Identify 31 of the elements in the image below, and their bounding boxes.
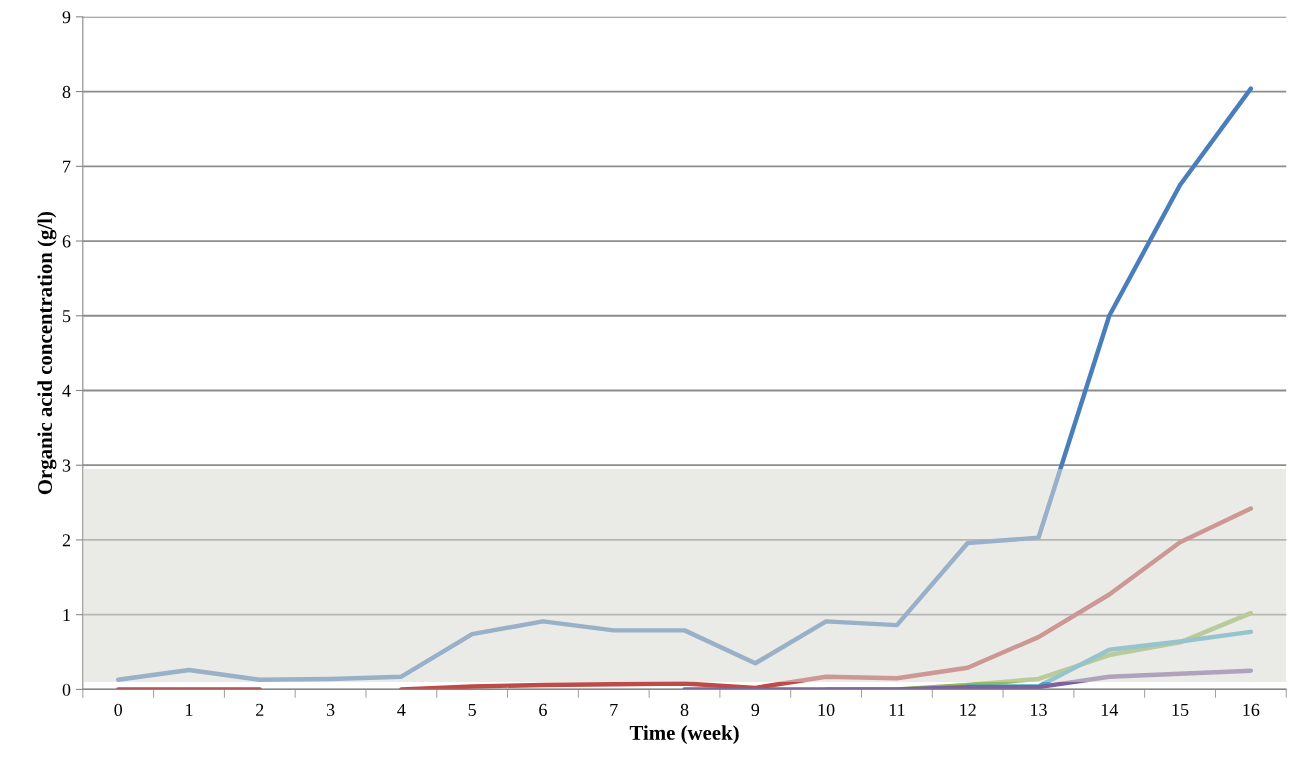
y-tick-label: 8	[62, 85, 71, 99]
x-tick-label: 15	[1172, 703, 1189, 716]
y-tick-label: 4	[62, 384, 71, 397]
x-tick-label: 13	[1031, 703, 1047, 716]
x-tick-label: 3	[326, 703, 335, 716]
x-tick-label: 16	[1243, 703, 1260, 716]
x-tick-label: 12	[960, 703, 976, 716]
x-tick-label: 0	[114, 703, 123, 716]
x-tick-label: 4	[397, 703, 406, 716]
y-tick-label: 2	[62, 534, 71, 547]
y-tick-label: 6	[62, 235, 71, 248]
y-axis-title: Organic acid concentration (g/l)	[37, 211, 57, 495]
x-tick-label: 1	[186, 703, 193, 716]
x-tick-label: 10	[818, 703, 835, 716]
x-tick-label: 9	[751, 703, 760, 716]
x-tick-label: 2	[256, 703, 264, 716]
line-series	[682, 668, 1254, 690]
y-tick-label: 1	[63, 609, 70, 621]
y-tick-label: 7	[63, 160, 71, 173]
x-tick-label: 11	[889, 703, 905, 716]
y-tick-label: 0	[62, 683, 71, 696]
y-tick-label: 9	[62, 11, 71, 24]
x-tick-label: 7	[610, 703, 618, 716]
x-tick-label: 6	[539, 703, 547, 716]
y-tick-label: 3	[62, 459, 71, 472]
y-tick-label: 5	[63, 310, 71, 323]
x-tick-label: 8	[680, 703, 689, 716]
x-axis-title: Time (week)	[629, 725, 739, 745]
x-tick-label: 14	[1101, 703, 1119, 716]
line-series	[115, 86, 1254, 682]
x-tick-label: 5	[468, 703, 476, 716]
